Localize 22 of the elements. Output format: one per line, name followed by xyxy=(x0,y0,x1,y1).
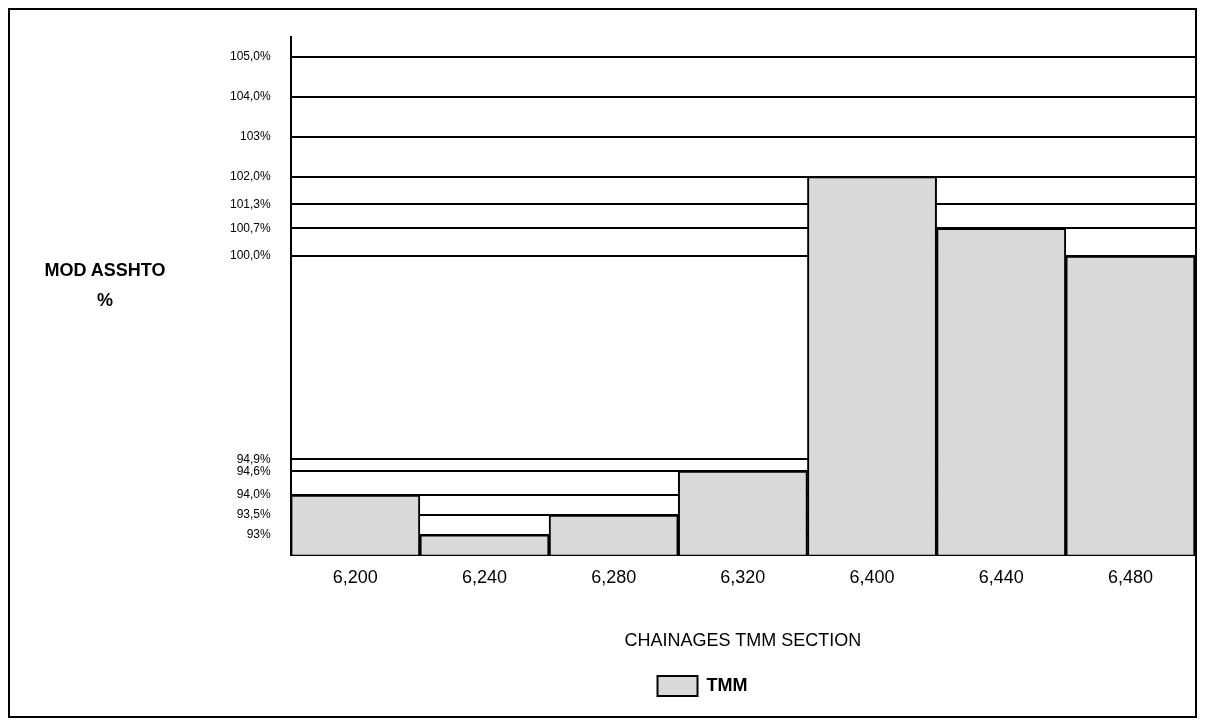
x-tick-label: 6,400 xyxy=(849,566,895,587)
legend-label: TMM xyxy=(706,674,748,695)
x-tick-label: 6,200 xyxy=(332,566,378,587)
y-tick-label: 94,9% xyxy=(236,451,272,466)
y-tick-label: 103% xyxy=(240,129,272,144)
y-tick-label: 93,5% xyxy=(236,507,272,522)
x-tick-label: 6,280 xyxy=(591,566,637,587)
y-tick-label: 94,0% xyxy=(236,487,272,502)
y-tick-label: 94,6% xyxy=(236,463,272,478)
x-tick-label: 6,440 xyxy=(978,566,1024,587)
y-tick-label: 93% xyxy=(246,527,272,542)
y-axis-title: MOD ASSHTO % xyxy=(43,259,167,312)
y-tick-label: 102,0% xyxy=(230,168,272,183)
x-tick-label: 6,240 xyxy=(461,566,507,587)
y-tick-label: 105,0% xyxy=(230,49,272,64)
x-tick-label: 6,480 xyxy=(1107,566,1153,587)
x-axis-title: CHAINAGES TMM SECTION xyxy=(624,630,862,651)
y-tick-label: 104,0% xyxy=(230,89,272,104)
x-tick-label: 6,320 xyxy=(720,566,766,587)
y-tick-label: 101,3% xyxy=(230,196,272,211)
y-tick-label: 100,0% xyxy=(230,248,272,263)
y-tick-label: 100,7% xyxy=(230,220,272,235)
